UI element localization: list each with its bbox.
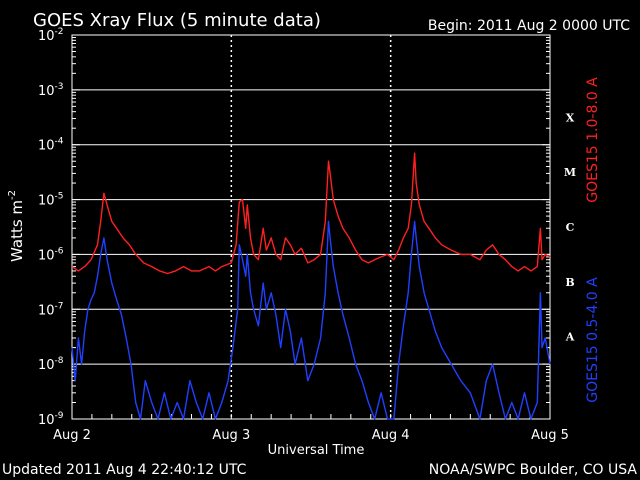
series-lines <box>71 152 551 420</box>
legend-goes15-short: GOES15 0.5-4.0 A <box>585 277 601 403</box>
flare-class-a: A <box>565 331 575 344</box>
x-tick-labels: Aug 2 Aug 3 Aug 4 Aug 5 <box>53 428 569 443</box>
gridlines <box>71 34 550 420</box>
legend-goes15-long: GOES15 1.0-8.0 A <box>585 77 601 203</box>
series-line-1 <box>71 220 551 420</box>
x-axis-label: Universal Time <box>268 443 365 458</box>
chart-title: GOES Xray Flux (5 minute data) <box>33 10 321 31</box>
ytick-label: 10-5 <box>38 192 64 209</box>
flare-class-labels: X M C B A <box>564 111 576 343</box>
footer-updated: Updated 2011 Aug 4 22:40:12 UTC <box>2 462 247 478</box>
xtick-label: Aug 3 <box>212 428 250 443</box>
xtick-label: Aug 4 <box>372 428 410 443</box>
footer-source: NOAA/SWPC Boulder, CO USA <box>429 462 638 478</box>
flare-class-b: B <box>565 276 574 289</box>
xtick-label: Aug 2 <box>53 428 91 443</box>
ytick-label: 10-9 <box>38 411 64 428</box>
xtick-label: Aug 5 <box>531 428 569 443</box>
plot-frame <box>71 34 551 420</box>
series-line-0 <box>71 152 551 275</box>
ytick-label: 10-7 <box>38 301 64 318</box>
flare-class-c: C <box>566 221 575 234</box>
begin-label: Begin: 2011 Aug 2 0000 UTC <box>428 18 630 34</box>
ytick-label: 10-3 <box>38 82 64 99</box>
y-tick-labels: 10-2 10-3 10-4 10-5 10-6 10-7 10-8 10-9 <box>38 27 64 428</box>
ytick-label: 10-2 <box>38 27 64 44</box>
ytick-label: 10-6 <box>38 246 64 263</box>
ytick-label: 10-8 <box>38 356 64 373</box>
flare-class-m: M <box>564 166 576 179</box>
y-axis-label: Watts m-2 <box>7 190 26 262</box>
flare-class-x: X <box>566 111 575 124</box>
ytick-label: 10-4 <box>38 137 64 154</box>
